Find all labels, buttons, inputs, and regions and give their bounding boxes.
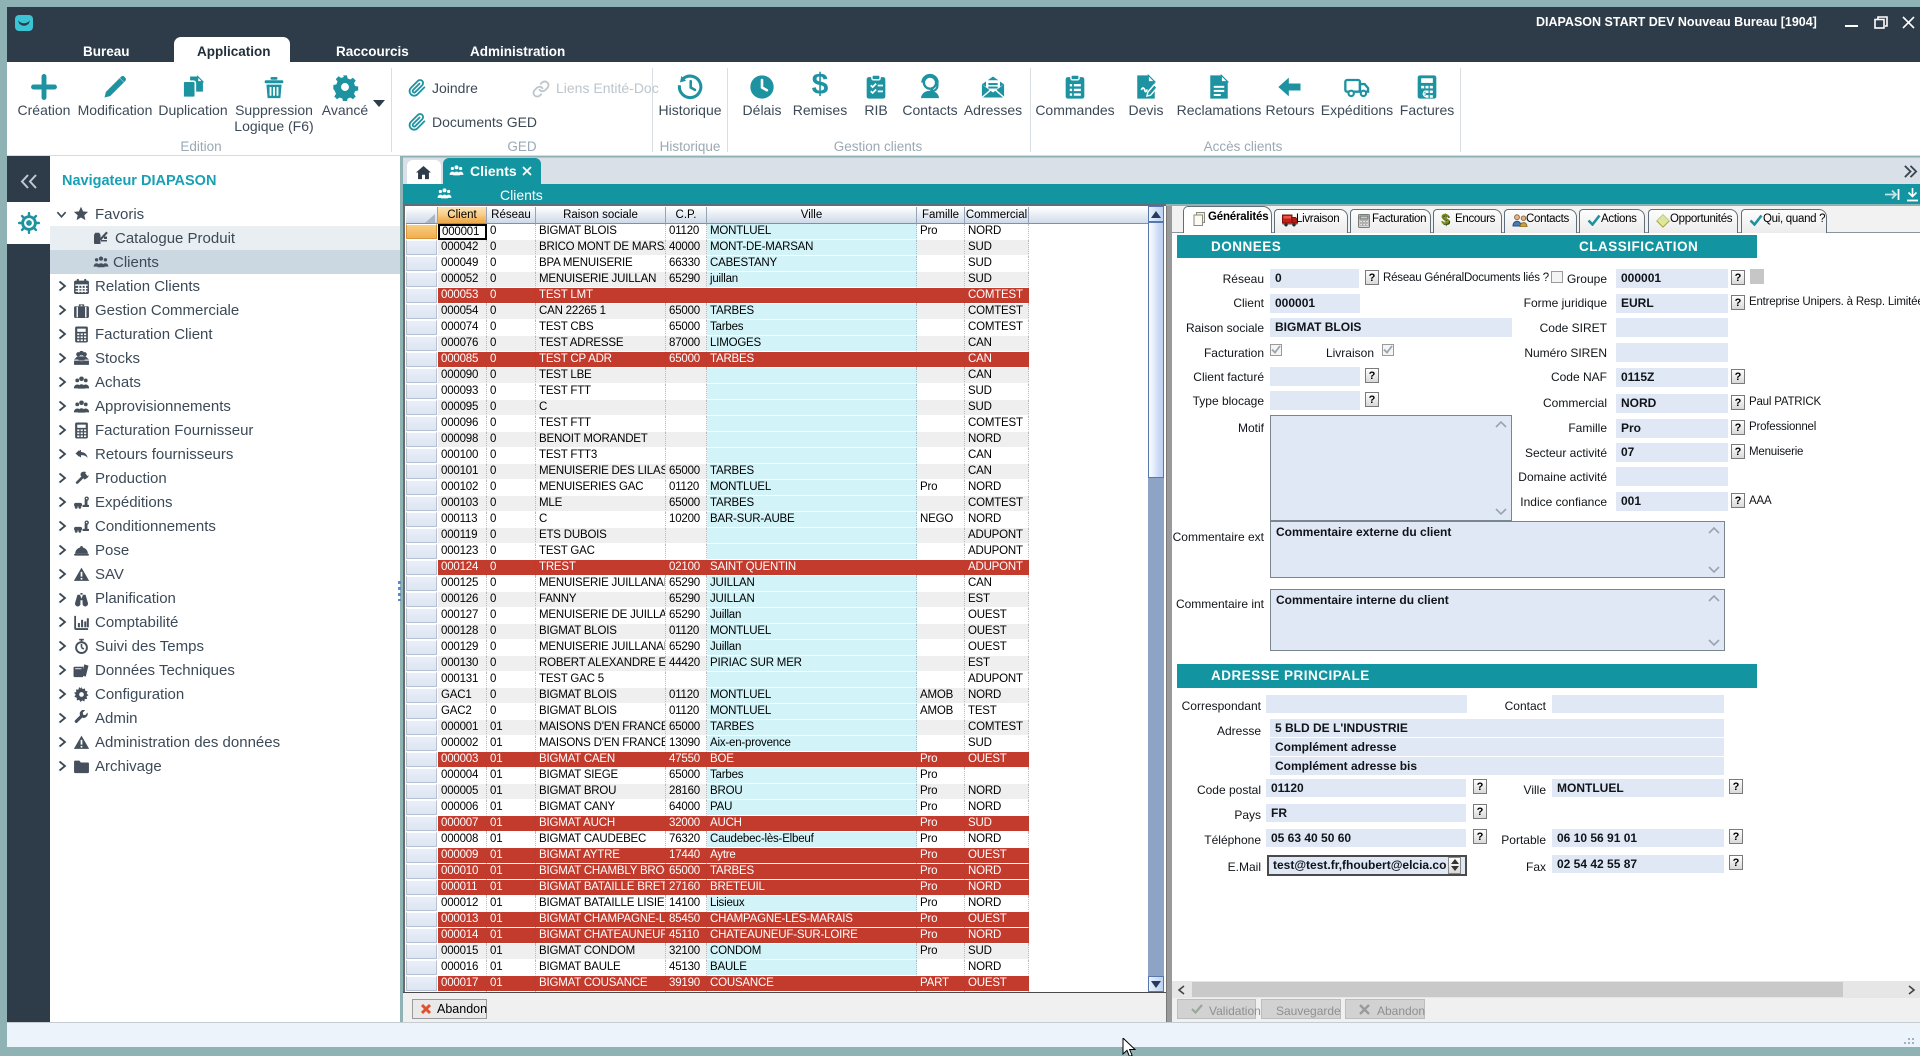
svg-text:€: €: [1422, 89, 1428, 99]
